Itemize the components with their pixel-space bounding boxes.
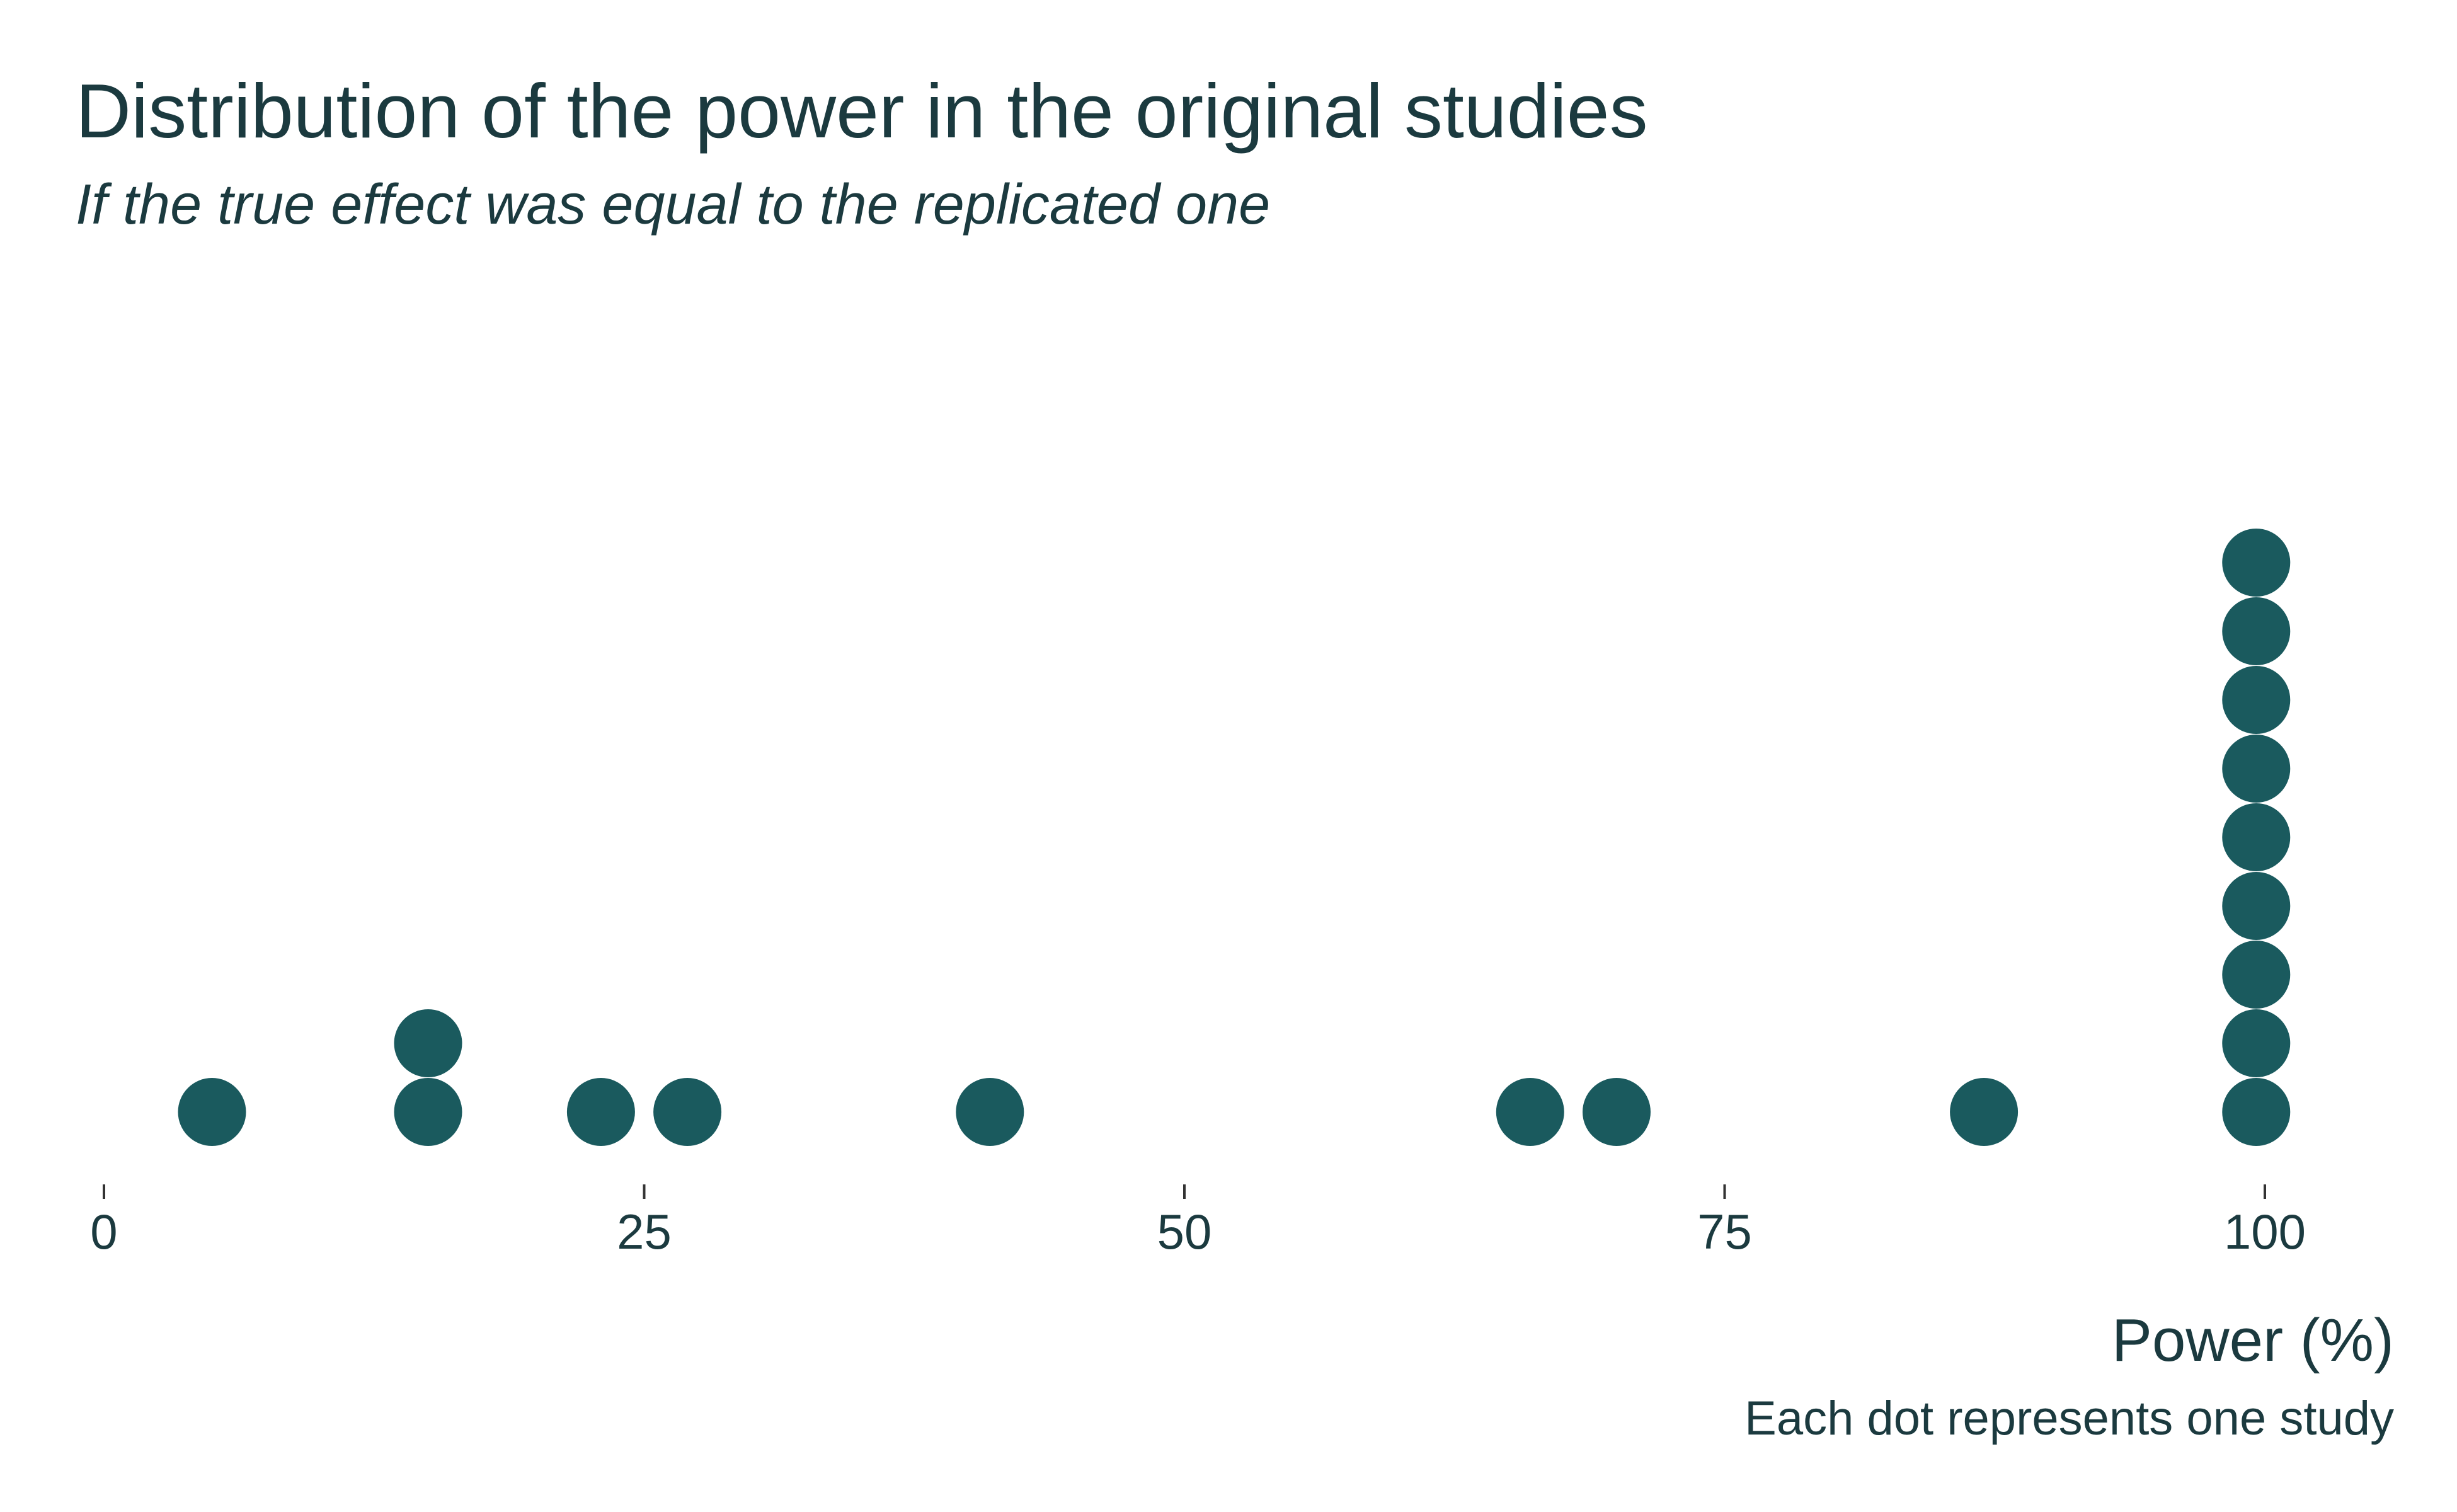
study-dot	[2222, 597, 2291, 665]
study-dot	[653, 1078, 722, 1146]
x-tick-label-0: 0	[90, 1204, 117, 1259]
study-dot	[1583, 1078, 1651, 1146]
study-dot	[2222, 529, 2291, 597]
x-tick-label-75: 75	[1697, 1204, 1752, 1259]
x-axis: 0 25 50 75 100	[90, 1184, 2306, 1259]
study-dot	[2222, 735, 2291, 803]
study-dot	[1950, 1078, 2019, 1146]
x-tick-label-100: 100	[2224, 1204, 2306, 1259]
study-dot	[566, 1078, 635, 1146]
chart-subtitle: If the true effect was equal to the repl…	[76, 173, 1270, 236]
dots-layer	[178, 529, 2291, 1146]
study-dot	[2222, 1078, 2291, 1146]
study-dot	[394, 1078, 462, 1146]
chart-caption: Each dot represents one study	[1744, 1392, 2394, 1445]
study-dot	[2222, 803, 2291, 871]
study-dot	[1496, 1078, 1564, 1146]
study-dot	[178, 1078, 246, 1146]
x-axis-title: Power (%)	[2112, 1307, 2394, 1374]
study-dot	[2222, 1009, 2291, 1077]
study-dot	[2222, 872, 2291, 940]
study-dot	[956, 1078, 1024, 1146]
x-tick-label-25: 25	[617, 1204, 672, 1259]
chart-title: Distribution of the power in the origina…	[76, 68, 1648, 154]
study-dot	[2222, 666, 2291, 734]
x-tick-label-50: 50	[1157, 1204, 1212, 1259]
study-dot	[2222, 941, 2291, 1009]
study-dot	[394, 1009, 462, 1077]
